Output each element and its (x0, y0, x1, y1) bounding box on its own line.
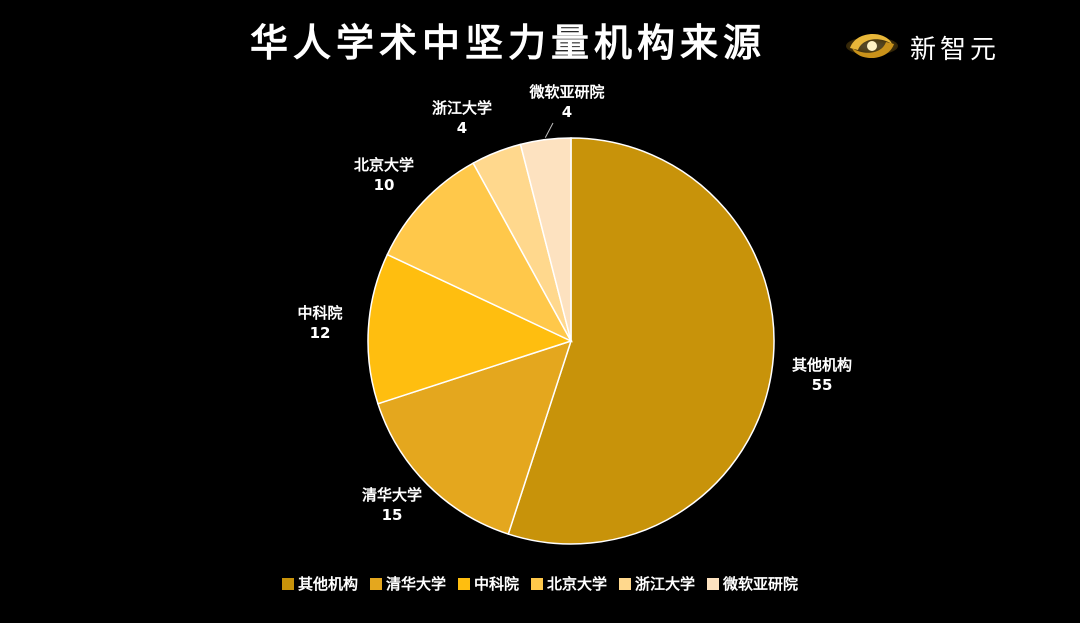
pie-slice-6 (519, 137, 572, 342)
legend-label: 其他机构 (297, 575, 358, 593)
legend-swatch (531, 577, 543, 590)
pie-slice-1 (507, 137, 775, 545)
data-label-category: 北京大学 (354, 156, 414, 174)
legend-swatch (619, 577, 632, 590)
legend-swatch (369, 577, 382, 590)
chart-title: 华人学术中坚力量机构来源 (249, 20, 766, 65)
legend-label: 浙江大学 (635, 575, 696, 593)
legend-swatch (707, 577, 720, 590)
legend-swatch (457, 577, 470, 590)
data-label-2: 清华大学 15 (362, 486, 422, 524)
data-label-value: 4 (457, 119, 467, 137)
legend-item-3: 中科院 (457, 573, 519, 594)
legend-label: 中科院 (473, 575, 519, 593)
pie-slice-3 (367, 253, 574, 405)
data-label-1: 其他机构 55 (792, 356, 852, 394)
data-label-category: 中科院 (297, 304, 342, 322)
data-label-value: 15 (382, 506, 403, 524)
pie-slice-2 (376, 339, 573, 536)
data-label-value: 12 (310, 324, 331, 342)
data-label-4: 北京大学 10 (354, 156, 414, 194)
legend-item-4: 北京大学 (531, 573, 607, 594)
legend-label: 微软亚研院 (723, 575, 799, 593)
data-label-value: 55 (812, 376, 833, 394)
swirl-logo-icon (846, 33, 898, 59)
data-label-category: 浙江大学 (432, 99, 492, 117)
legend-label: 北京大学 (547, 575, 608, 593)
leader-line (544, 122, 554, 138)
data-label-category: 微软亚研院 (528, 83, 604, 101)
legend-item-6: 微软亚研院 (707, 573, 798, 594)
pie-slice-4 (386, 162, 573, 343)
data-label-5: 浙江大学 4 (432, 99, 492, 137)
legend-swatch (281, 577, 294, 590)
legend-item-2: 清华大学 (369, 573, 446, 594)
brand-name: 新智元 (910, 35, 1001, 65)
legend-item-1: 其他机构 (281, 573, 358, 594)
data-label-6: 微软亚研院 4 (528, 83, 604, 121)
data-label-category: 清华大学 (362, 486, 422, 504)
legend-item-5: 浙江大学 (619, 573, 695, 594)
data-label-category: 其他机构 (792, 356, 852, 374)
data-label-value: 10 (374, 176, 395, 194)
data-label-value: 4 (562, 103, 572, 121)
brand-logo: 新智元 (836, 22, 1056, 70)
chart-legend: 其他机构 清华大学 中科院 北京大学 浙江大学 微软亚研院 (0, 573, 1080, 594)
legend-label: 清华大学 (385, 575, 446, 593)
data-label-3: 中科院 12 (297, 304, 342, 342)
